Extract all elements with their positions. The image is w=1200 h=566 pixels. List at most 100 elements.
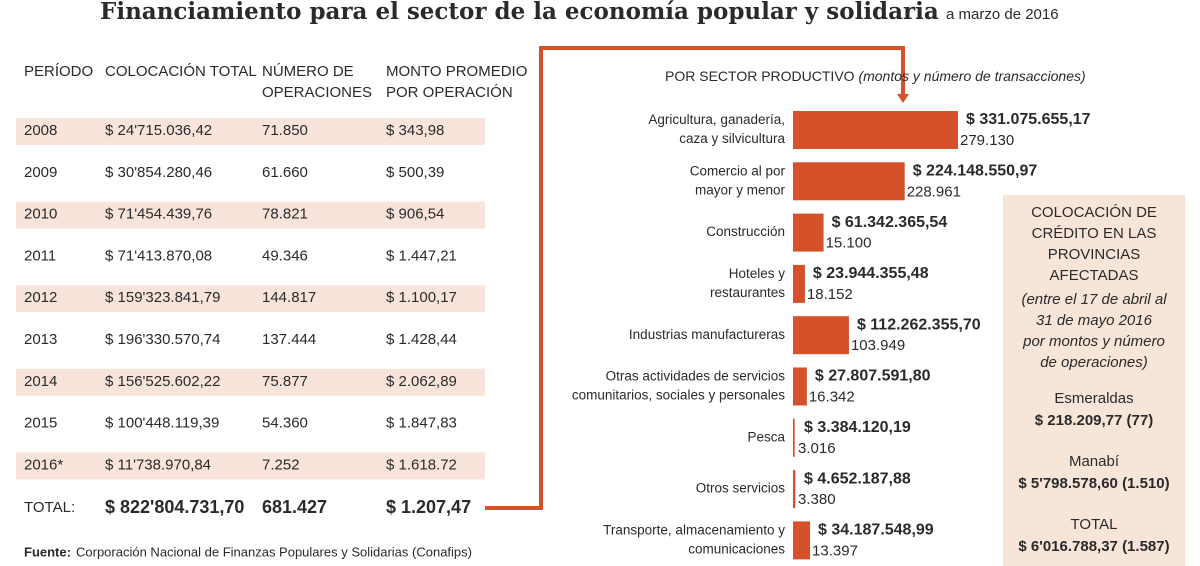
category-label: Transporte, almacenamiento y bbox=[603, 522, 785, 537]
table-cell: $ 196'330.570,74 bbox=[105, 331, 220, 348]
chart-title: POR SECTOR PRODUCTIVO (montos y número d… bbox=[665, 68, 1086, 84]
table-cell: $ 71'413.870,08 bbox=[105, 247, 212, 264]
chart-subtitle: (montos y número de transacciones) bbox=[858, 68, 1085, 84]
value-label: $ 112.262.355,70 bbox=[857, 316, 981, 333]
value-label: $ 27.807.591,80 bbox=[815, 368, 931, 385]
source-label: Fuente: bbox=[24, 544, 71, 559]
table-cell: 2010 bbox=[24, 206, 57, 223]
box-note: (entre el 17 de abril al bbox=[1021, 291, 1167, 308]
bar bbox=[793, 521, 811, 560]
table-cell: 137.444 bbox=[262, 331, 316, 348]
connector bbox=[485, 46, 905, 510]
table-total: $ 1.207,47 bbox=[386, 497, 471, 517]
table-header: POR OPERACIÓN bbox=[386, 84, 513, 101]
category-label: Industrias manufactureras bbox=[629, 327, 785, 342]
table-cell: $ 1.428,44 bbox=[386, 331, 457, 348]
value-label: $ 23.944.355,48 bbox=[813, 265, 929, 282]
province-box bbox=[1003, 195, 1185, 566]
box-title: CRÉDITO EN LAS bbox=[1032, 225, 1157, 242]
category-label: Otros servicios bbox=[696, 481, 786, 496]
table-cell: 144.817 bbox=[262, 289, 316, 306]
table-cell: $ 30'854.280,46 bbox=[105, 164, 212, 181]
table-total: 681.427 bbox=[262, 497, 327, 517]
title: Financiamiento para el sector de la econ… bbox=[100, 0, 939, 25]
box-item-label: Manabí bbox=[1069, 453, 1120, 470]
box-note: por montos y número bbox=[1022, 333, 1165, 350]
table-header: MONTO PROMEDIO bbox=[386, 63, 527, 80]
row-band bbox=[16, 201, 485, 229]
category-label: Comercio al por bbox=[690, 163, 786, 178]
category-label: Agricultura, ganadería, bbox=[648, 112, 785, 127]
row-band bbox=[16, 285, 485, 313]
box-note: 31 de mayo 2016 bbox=[1036, 312, 1153, 329]
chart-title: POR SECTOR PRODUCTIVO bbox=[665, 68, 855, 84]
bar bbox=[793, 418, 795, 457]
table-cell: 2016* bbox=[24, 456, 63, 473]
count-label: 228.961 bbox=[907, 183, 961, 200]
table-cell: 2015 bbox=[24, 415, 57, 432]
category-label: mayor y menor bbox=[695, 182, 786, 197]
category-label: restaurantes bbox=[710, 285, 785, 300]
category-label: Construcción bbox=[706, 224, 785, 239]
table-header: PERÍODO bbox=[24, 63, 93, 80]
table-cell: $ 159'323.841,79 bbox=[105, 289, 220, 306]
row-band bbox=[16, 452, 485, 480]
table-cell: $ 1.100,17 bbox=[386, 289, 457, 306]
bar bbox=[793, 367, 807, 406]
box-title: AFECTADAS bbox=[1050, 267, 1139, 284]
table-cell: 2014 bbox=[24, 373, 57, 390]
category-label: Otras actividades de servicios bbox=[606, 369, 786, 384]
table-header: OPERACIONES bbox=[262, 84, 372, 101]
table-cell: $ 100'448.119,39 bbox=[105, 415, 219, 432]
table-cell: 2009 bbox=[24, 164, 57, 181]
box-item-value: $ 5'798.578,60 (1.510) bbox=[1018, 475, 1169, 492]
value-label: $ 61.342.365,54 bbox=[832, 214, 948, 231]
table-total: $ 822'804.731,70 bbox=[105, 497, 244, 517]
subtitle: a marzo de 2016 bbox=[946, 6, 1059, 23]
bar bbox=[793, 470, 796, 509]
value-label: $ 4.652.187,88 bbox=[804, 470, 911, 487]
count-label: 18.152 bbox=[807, 286, 853, 303]
value-label: $ 224.148.550,97 bbox=[913, 163, 1038, 180]
box-item-value: $ 218.209,77 (77) bbox=[1035, 412, 1153, 429]
count-label: 3.380 bbox=[798, 491, 836, 508]
table-cell: 2008 bbox=[24, 122, 57, 139]
box-title: PROVINCIAS bbox=[1048, 246, 1141, 263]
category-label: comunicaciones bbox=[688, 541, 785, 556]
row-band bbox=[16, 368, 485, 396]
count-label: 103.949 bbox=[851, 337, 905, 354]
table-total: TOTAL: bbox=[24, 499, 75, 516]
table-cell: 71.850 bbox=[262, 122, 308, 139]
box-note: de operaciones) bbox=[1040, 354, 1148, 371]
table-cell: $ 11'738.970,84 bbox=[105, 456, 211, 473]
value-label: $ 34.187.548,99 bbox=[818, 522, 934, 539]
table-cell: 2013 bbox=[24, 331, 57, 348]
bar bbox=[793, 162, 905, 201]
value-label: $ 3.384.120,19 bbox=[804, 419, 911, 436]
category-label: caza y silvicultura bbox=[679, 131, 785, 146]
table-cell: $ 156'525.602,22 bbox=[105, 373, 220, 390]
table-cell: 78.821 bbox=[262, 206, 308, 223]
table-cell: 49.346 bbox=[262, 247, 308, 264]
category-label: Hoteles y bbox=[729, 266, 786, 281]
table-header: COLOCACIÓN TOTAL bbox=[105, 63, 257, 80]
table-cell: $ 343,98 bbox=[386, 122, 444, 139]
row-band bbox=[16, 118, 485, 145]
count-label: 15.100 bbox=[826, 235, 872, 252]
count-label: 3.016 bbox=[798, 440, 836, 457]
bar bbox=[793, 264, 805, 303]
bar bbox=[793, 316, 849, 355]
source: Corporación Nacional de Finanzas Popular… bbox=[76, 544, 472, 559]
table-cell: 61.660 bbox=[262, 164, 308, 181]
box-title: COLOCACIÓN DE bbox=[1031, 204, 1157, 221]
category-label: Pesca bbox=[747, 429, 785, 444]
bar bbox=[793, 111, 958, 149]
table-cell: 2011 bbox=[24, 247, 56, 264]
category-label: comunitarios, sociales y personales bbox=[572, 388, 785, 403]
value-label: $ 331.075.655,17 bbox=[966, 111, 1091, 128]
connector-arrow bbox=[897, 94, 909, 103]
table-cell: 7.252 bbox=[262, 456, 300, 473]
table-cell: 75.877 bbox=[262, 373, 308, 390]
table-cell: $ 906,54 bbox=[386, 206, 444, 223]
